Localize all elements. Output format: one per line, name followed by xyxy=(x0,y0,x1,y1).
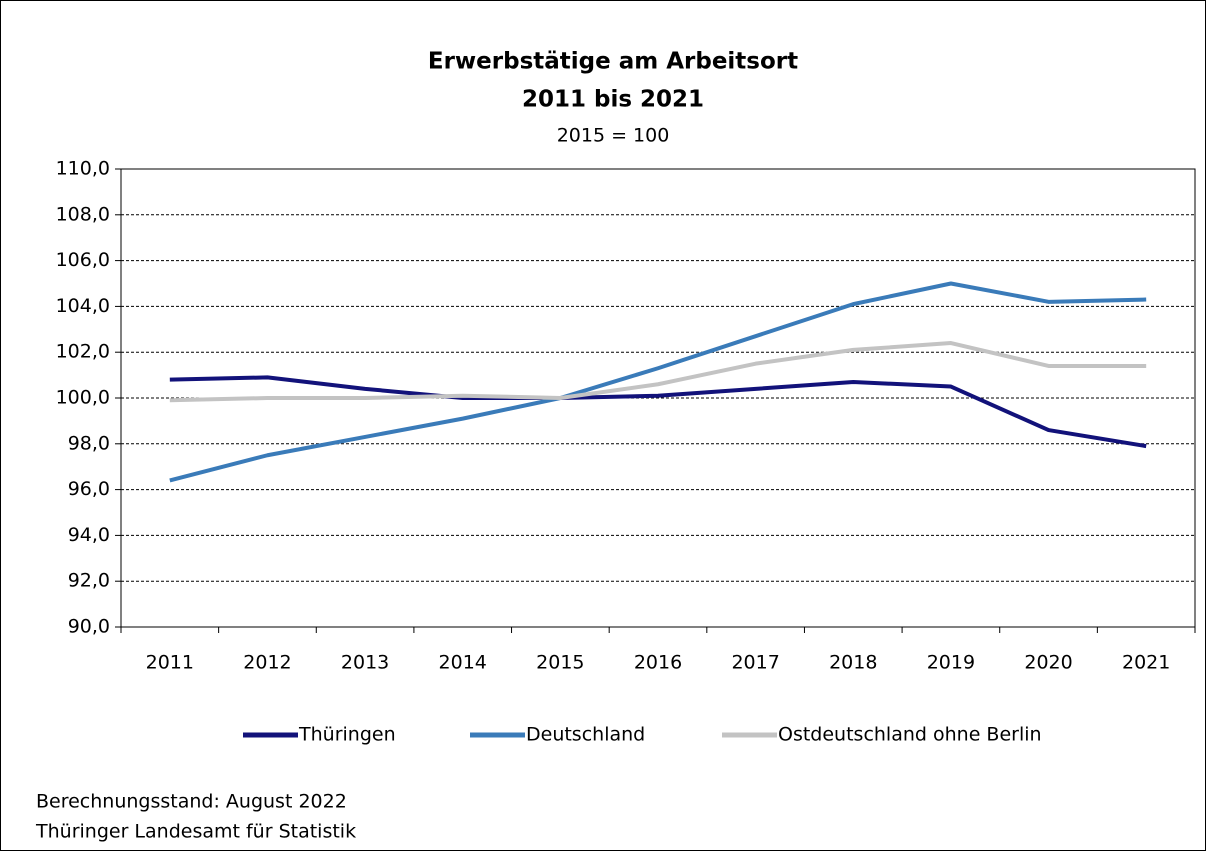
y-tick-label: 96,0 xyxy=(68,478,110,500)
y-tick-label: 94,0 xyxy=(68,524,110,546)
x-tick-label: 2018 xyxy=(829,652,877,674)
x-tick-label: 2016 xyxy=(634,652,682,674)
y-tick-label: 106,0 xyxy=(56,249,110,271)
y-tick-label: 108,0 xyxy=(56,203,110,225)
note: Berechnungsstand: August 2022 xyxy=(36,791,347,813)
series-line xyxy=(169,341,1147,403)
chart-title: 2011 bis 2021 xyxy=(522,87,704,113)
legend-label: Ostdeutschland ohne Berlin xyxy=(778,724,1042,746)
x-tick-label: 2015 xyxy=(536,652,584,674)
x-tick-label: 2011 xyxy=(146,652,194,674)
plot-border xyxy=(120,168,1196,628)
chart-subtitle: 2015 = 100 xyxy=(557,125,670,147)
series-line xyxy=(169,375,1147,449)
x-tick-label: 2014 xyxy=(439,652,487,674)
y-tick-label: 92,0 xyxy=(68,570,110,592)
legend-label: Deutschland xyxy=(526,724,645,746)
note: Thüringer Landesamt für Statistik xyxy=(35,821,356,843)
x-tick-label: 2017 xyxy=(731,652,779,674)
x-tick-label: 2019 xyxy=(927,652,975,674)
x-tick-label: 2012 xyxy=(243,652,291,674)
chart-title: Erwerbstätige am Arbeitsort xyxy=(428,49,798,75)
legend-label: Thüringen xyxy=(298,724,396,746)
y-tick-label: 102,0 xyxy=(56,341,110,363)
x-tick-label: 2021 xyxy=(1122,652,1170,674)
y-tick-label: 104,0 xyxy=(56,295,110,317)
y-tick-label: 110,0 xyxy=(56,158,110,180)
y-tick-label: 98,0 xyxy=(68,432,110,454)
y-tick-label: 100,0 xyxy=(56,387,110,409)
series-line xyxy=(169,281,1147,483)
y-tick-label: 90,0 xyxy=(68,616,110,638)
x-tick-label: 2013 xyxy=(341,652,389,674)
x-tick-label: 2020 xyxy=(1024,652,1072,674)
